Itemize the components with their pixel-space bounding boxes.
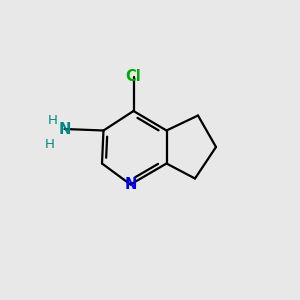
Text: N: N [124,177,137,192]
Text: Cl: Cl [126,69,141,84]
Text: H: H [45,137,54,151]
Text: N: N [58,122,71,136]
Text: H: H [48,113,57,127]
